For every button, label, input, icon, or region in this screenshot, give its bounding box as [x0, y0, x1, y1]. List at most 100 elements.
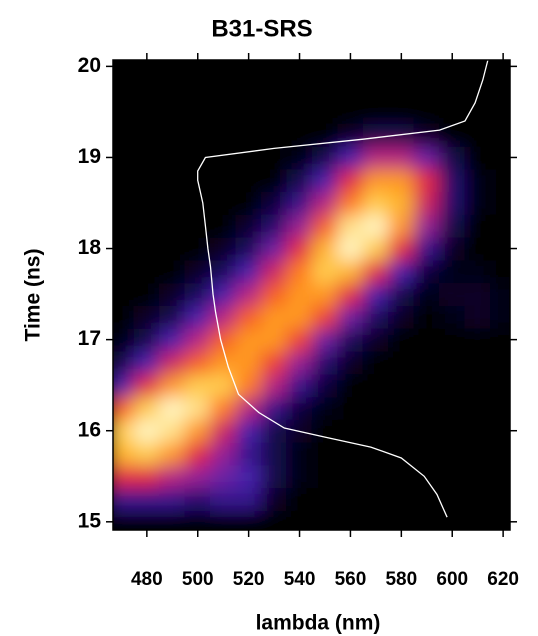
- heat-cell: [113, 487, 135, 511]
- heat-cell: [362, 213, 390, 238]
- heat-cell: [489, 327, 510, 352]
- heat-cell: [311, 122, 339, 147]
- heat-cell: [113, 213, 135, 238]
- heat-cell: [184, 145, 211, 170]
- y-tick-label: 19: [78, 145, 101, 168]
- heat-cell: [439, 236, 466, 261]
- heat-cell: [159, 441, 186, 466]
- heat-cell: [133, 373, 161, 398]
- heat-cell: [388, 373, 415, 398]
- heat-cell: [337, 396, 364, 420]
- heat-cell: [413, 509, 441, 530]
- heat-cell: [260, 373, 288, 398]
- heat-cell: [489, 145, 510, 170]
- heat-cell: [413, 487, 441, 511]
- heat-cell: [439, 259, 466, 284]
- heat-cell: [337, 509, 364, 530]
- heat-cell: [337, 350, 364, 375]
- heat-cell: [489, 396, 510, 420]
- heat-cell: [337, 122, 364, 147]
- heat-cell: [209, 373, 237, 398]
- heat-cell: [337, 145, 364, 170]
- heat-cell: [209, 350, 237, 375]
- heat-cell: [113, 304, 135, 329]
- x-tick-label: 540: [284, 569, 316, 590]
- y-tick-label: 17: [78, 327, 101, 350]
- heat-cell: [439, 418, 466, 443]
- heat-cell: [209, 304, 237, 329]
- heat-cell: [133, 509, 161, 530]
- heat-cell: [159, 464, 186, 489]
- heat-cell: [159, 509, 186, 530]
- heat-cell: [464, 487, 491, 511]
- heat-cell: [133, 396, 161, 420]
- heat-cell: [362, 77, 390, 102]
- heat-cell: [133, 168, 161, 193]
- heat-cell: [286, 60, 313, 79]
- heat-cell: [184, 304, 211, 329]
- heat-cell: [235, 418, 262, 443]
- heat-cell: [464, 441, 491, 466]
- heat-cell: [235, 191, 262, 215]
- heat-cell: [286, 191, 313, 215]
- heat-cell: [489, 168, 510, 193]
- heat-cell: [311, 60, 339, 79]
- heat-cell: [184, 418, 211, 443]
- heat-cell: [260, 282, 288, 306]
- heat-cell: [413, 327, 441, 352]
- heat-cell: [413, 304, 441, 329]
- heat-cell: [260, 100, 288, 124]
- heat-cell: [159, 327, 186, 352]
- heat-cell: [209, 396, 237, 420]
- heat-cell: [286, 168, 313, 193]
- heat-cell: [388, 509, 415, 530]
- heat-cell: [209, 487, 237, 511]
- heat-cell: [209, 213, 237, 238]
- heat-cell: [362, 464, 390, 489]
- heat-cell: [311, 441, 339, 466]
- heat-cell: [209, 441, 237, 466]
- heat-cell: [464, 304, 491, 329]
- heat-cell: [286, 373, 313, 398]
- heat-cell: [362, 350, 390, 375]
- heat-cell: [388, 396, 415, 420]
- heat-cell: [311, 509, 339, 530]
- heat-cell: [260, 418, 288, 443]
- heat-cell: [133, 259, 161, 284]
- heat-cell: [489, 441, 510, 466]
- heat-cell: [113, 259, 135, 284]
- heat-cell: [260, 60, 288, 79]
- heat-cell: [286, 122, 313, 147]
- heat-cell: [439, 441, 466, 466]
- heat-cell: [184, 100, 211, 124]
- heat-cell: [209, 418, 237, 443]
- heat-cell: [159, 350, 186, 375]
- heat-cell: [388, 145, 415, 170]
- heat-cell: [209, 464, 237, 489]
- heat-cell: [113, 373, 135, 398]
- heat-cell: [235, 213, 262, 238]
- heat-cell: [362, 236, 390, 261]
- heat-cell: [464, 373, 491, 398]
- heat-cell: [311, 145, 339, 170]
- heat-cell: [133, 236, 161, 261]
- heatmap: [113, 60, 510, 530]
- heat-cell: [413, 60, 441, 79]
- heat-cell: [311, 396, 339, 420]
- heat-cell: [260, 191, 288, 215]
- heat-cell: [286, 441, 313, 466]
- heat-cell: [159, 77, 186, 102]
- heat-cell: [413, 145, 441, 170]
- heat-cell: [184, 282, 211, 306]
- y-axis-label: Time (ns): [22, 249, 45, 342]
- heat-cell: [439, 122, 466, 147]
- heat-cell: [235, 282, 262, 306]
- heat-cell: [362, 418, 390, 443]
- heat-cell: [337, 282, 364, 306]
- heat-cell: [133, 487, 161, 511]
- heat-cell: [439, 373, 466, 398]
- heat-cell: [133, 418, 161, 443]
- heat-cell: [209, 191, 237, 215]
- heat-cell: [413, 168, 441, 193]
